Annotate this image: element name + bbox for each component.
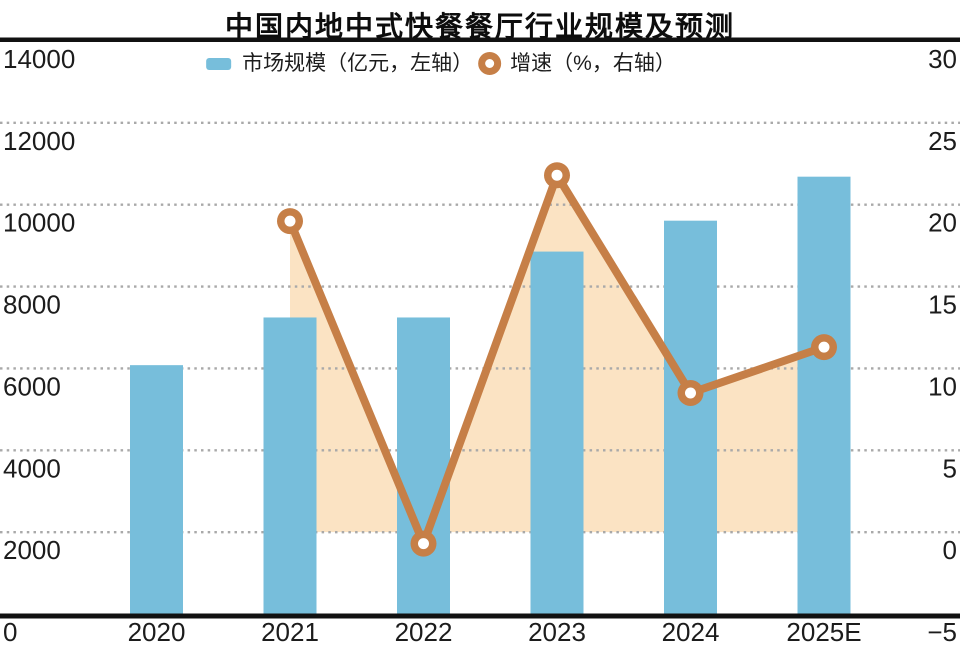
right-axis-tick-label: 5 <box>943 453 957 483</box>
right-axis-tick-label: −5 <box>927 617 957 647</box>
growth-marker-hole-2022 <box>418 538 429 550</box>
x-axis-line <box>0 613 960 619</box>
right-axis-tick-label: 30 <box>928 44 957 74</box>
x-axis-label-2025E: 2025E <box>786 617 861 647</box>
growth-marker-hole-2025E <box>818 341 830 353</box>
left-axis-tick-label: 2000 <box>3 535 61 565</box>
line-series-marker-icon <box>478 52 502 75</box>
left-axis-tick-label: 4000 <box>3 453 61 483</box>
right-axis-tick-label: 10 <box>928 371 957 401</box>
legend-line-label: 增速（%，右轴） <box>510 52 676 75</box>
market-size-bar-2024 <box>664 220 717 614</box>
growth-marker-hole-2024 <box>685 387 696 399</box>
market-size-bar-2021 <box>263 317 317 614</box>
left-axis-tick-label: 12000 <box>3 126 75 156</box>
header-rule <box>0 37 960 42</box>
left-axis-tick-label: 0 <box>3 617 17 647</box>
x-axis-label-2022: 2022 <box>395 617 453 647</box>
x-axis-label-2024: 2024 <box>662 617 720 647</box>
legend: 市场规模（亿元，左轴） 增速（%，右轴） <box>206 51 676 76</box>
right-axis-tick-label: 15 <box>928 290 957 320</box>
growth-marker-hole-2021 <box>284 215 296 227</box>
x-axis-label-2023: 2023 <box>528 617 586 647</box>
left-axis-tick-label: 8000 <box>3 290 61 320</box>
chart-title: 中国内地中式快餐餐厅行业规模及预测 <box>224 11 735 42</box>
right-axis-tick-label: 25 <box>928 126 957 156</box>
market-size-bar-2025E <box>797 176 851 614</box>
growth-marker-hole-2023 <box>551 169 563 181</box>
market-size-bar-2023 <box>530 251 584 614</box>
bar-series-swatch-icon <box>206 57 232 70</box>
x-axis-label-2020: 2020 <box>128 617 186 647</box>
left-axis-tick-label: 14000 <box>3 44 75 74</box>
market-size-bar-2022 <box>397 317 450 614</box>
x-axis-label-2021: 2021 <box>261 617 319 647</box>
left-axis-tick-label: 10000 <box>3 208 75 238</box>
right-axis-tick-label: 20 <box>928 208 957 238</box>
right-axis-tick-label: 0 <box>943 535 957 565</box>
market-size-bar-2020 <box>130 365 183 614</box>
left-axis-tick-label: 6000 <box>3 371 61 401</box>
legend-bar-label: 市场规模（亿元，左轴） <box>242 52 474 75</box>
